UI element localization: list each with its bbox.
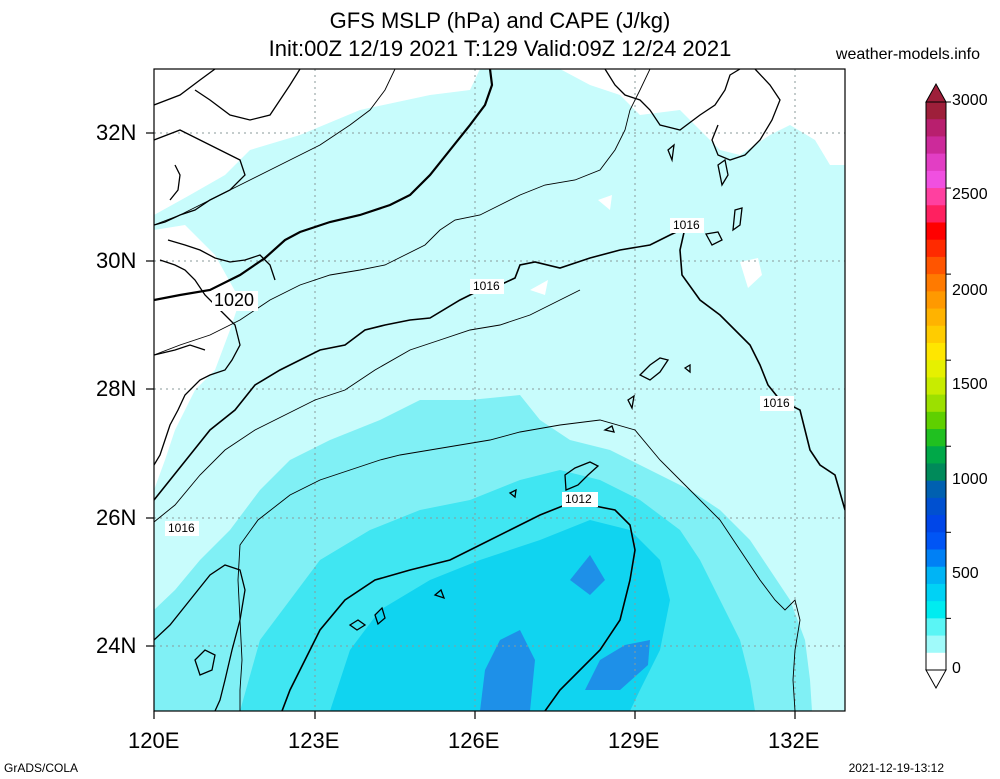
colorbar-max-arrow bbox=[925, 82, 947, 103]
colorbar-swatch bbox=[926, 566, 946, 585]
colorbar-swatch bbox=[926, 497, 946, 516]
isobar-1012 bbox=[281, 504, 636, 711]
colorbar-swatch bbox=[926, 239, 946, 258]
coast-taiwan bbox=[154, 564, 246, 711]
colorbar-swatch bbox=[926, 463, 946, 482]
isobar-thin-3 bbox=[154, 289, 581, 523]
island-miyako bbox=[348, 619, 367, 631]
colorbar bbox=[925, 82, 951, 690]
site-label: weather-models.info bbox=[835, 46, 980, 63]
colorbar-swatch bbox=[926, 136, 946, 155]
gridlines bbox=[154, 69, 845, 711]
cape-peak-1 bbox=[480, 630, 535, 711]
isobar-label-1016: 1016 bbox=[473, 279, 500, 293]
coastlines bbox=[154, 69, 781, 711]
isobar-label-1016: 1016 bbox=[168, 521, 195, 535]
cape-zero-patch bbox=[740, 258, 762, 288]
colorbar-swatch bbox=[926, 325, 946, 344]
axis-ticks bbox=[146, 132, 796, 719]
isobar-label-1016: 1016 bbox=[673, 218, 700, 232]
isobar-label-1016: 1016 bbox=[763, 396, 790, 410]
lat-label: 30N bbox=[96, 248, 137, 273]
cape-peak-3 bbox=[585, 640, 650, 690]
colorbar-swatch bbox=[926, 515, 946, 533]
colorbar-swatch bbox=[926, 188, 946, 206]
isobars bbox=[154, 69, 845, 711]
cape-zero-north bbox=[154, 69, 480, 215]
isobar-1016-east bbox=[679, 227, 845, 511]
colorbar-swatch bbox=[926, 618, 946, 637]
cape-zero-ne bbox=[560, 69, 845, 165]
island-okinawa bbox=[564, 461, 600, 491]
colorbar-swatch bbox=[926, 153, 946, 172]
coast-china-north bbox=[154, 69, 216, 106]
colorbar-swatch bbox=[926, 308, 946, 327]
colorbar-swatch bbox=[926, 377, 946, 396]
cape-peak-2 bbox=[570, 555, 605, 595]
lon-label: 123E bbox=[288, 728, 340, 753]
colorbar-swatch bbox=[926, 411, 946, 430]
colorbar-label: 1500 bbox=[952, 376, 988, 393]
colorbar-label: 1000 bbox=[952, 471, 988, 488]
colorbar-swatch bbox=[926, 532, 946, 551]
lon-label: 132E bbox=[768, 728, 820, 753]
colorbar-swatch bbox=[926, 205, 946, 223]
coast-kyushu bbox=[604, 69, 741, 131]
colorbar-label: 500 bbox=[952, 565, 979, 582]
colorbar-swatch bbox=[926, 446, 946, 464]
colorbar-swatch bbox=[926, 274, 946, 292]
isobar-label-1020: 1020 bbox=[214, 290, 255, 310]
colorbar-label: 2000 bbox=[952, 282, 988, 299]
colorbar-swatch bbox=[926, 480, 946, 499]
colorbar-swatch bbox=[926, 102, 946, 120]
island-tanegashima bbox=[704, 231, 723, 246]
colorbar-swatch bbox=[926, 119, 946, 137]
lat-label: 28N bbox=[96, 376, 137, 401]
colorbar-label: 0 bbox=[952, 660, 961, 677]
map-frame bbox=[153, 68, 846, 712]
colorbar-swatch bbox=[926, 652, 946, 671]
colorbar-swatch bbox=[926, 429, 946, 447]
lat-label: 32N bbox=[96, 120, 137, 145]
isobar-1016-main bbox=[154, 227, 686, 501]
isobar-1020 bbox=[154, 69, 494, 302]
colorbar-swatch bbox=[926, 291, 946, 310]
colorbar-swatch bbox=[926, 394, 946, 413]
colorbar-swatch bbox=[926, 342, 946, 361]
lon-label: 126E bbox=[448, 728, 500, 753]
isobar-label-boxes bbox=[165, 218, 794, 536]
isobar-thin-4 bbox=[237, 419, 801, 711]
colorbar-swatch bbox=[926, 360, 946, 378]
colorbar-swatch bbox=[926, 256, 946, 275]
footer-right: 2021-12-19-13:12 bbox=[848, 761, 944, 775]
colorbar-swatch bbox=[926, 222, 946, 241]
lat-label: 24N bbox=[96, 633, 137, 658]
lon-label: 120E bbox=[128, 728, 180, 753]
isobar-label-1012: 1012 bbox=[565, 492, 592, 506]
chart-title: GFS MSLP (hPa) and CAPE (J/kg) bbox=[329, 8, 671, 33]
colorbar-min-arrow bbox=[925, 669, 947, 690]
island-amami bbox=[638, 357, 670, 381]
footer-left: GrADS/COLA bbox=[4, 761, 79, 775]
colorbar-label: 3000 bbox=[952, 92, 988, 109]
cape-field bbox=[154, 69, 845, 711]
colorbar-swatch bbox=[926, 635, 946, 654]
colorbar-swatch bbox=[926, 549, 946, 568]
lon-label: 129E bbox=[608, 728, 660, 753]
lat-label: 26N bbox=[96, 505, 137, 530]
isobar-thin-1 bbox=[154, 69, 396, 226]
colorbar-swatch bbox=[926, 170, 946, 189]
colorbar-swatch bbox=[926, 601, 946, 619]
colorbar-swatch bbox=[926, 583, 946, 602]
colorbar-label: 2500 bbox=[952, 186, 988, 203]
chart-subtitle: Init:00Z 12/19 2021 T:129 Valid:09Z 12/2… bbox=[268, 36, 732, 61]
isobar-thin-2 bbox=[154, 69, 651, 356]
